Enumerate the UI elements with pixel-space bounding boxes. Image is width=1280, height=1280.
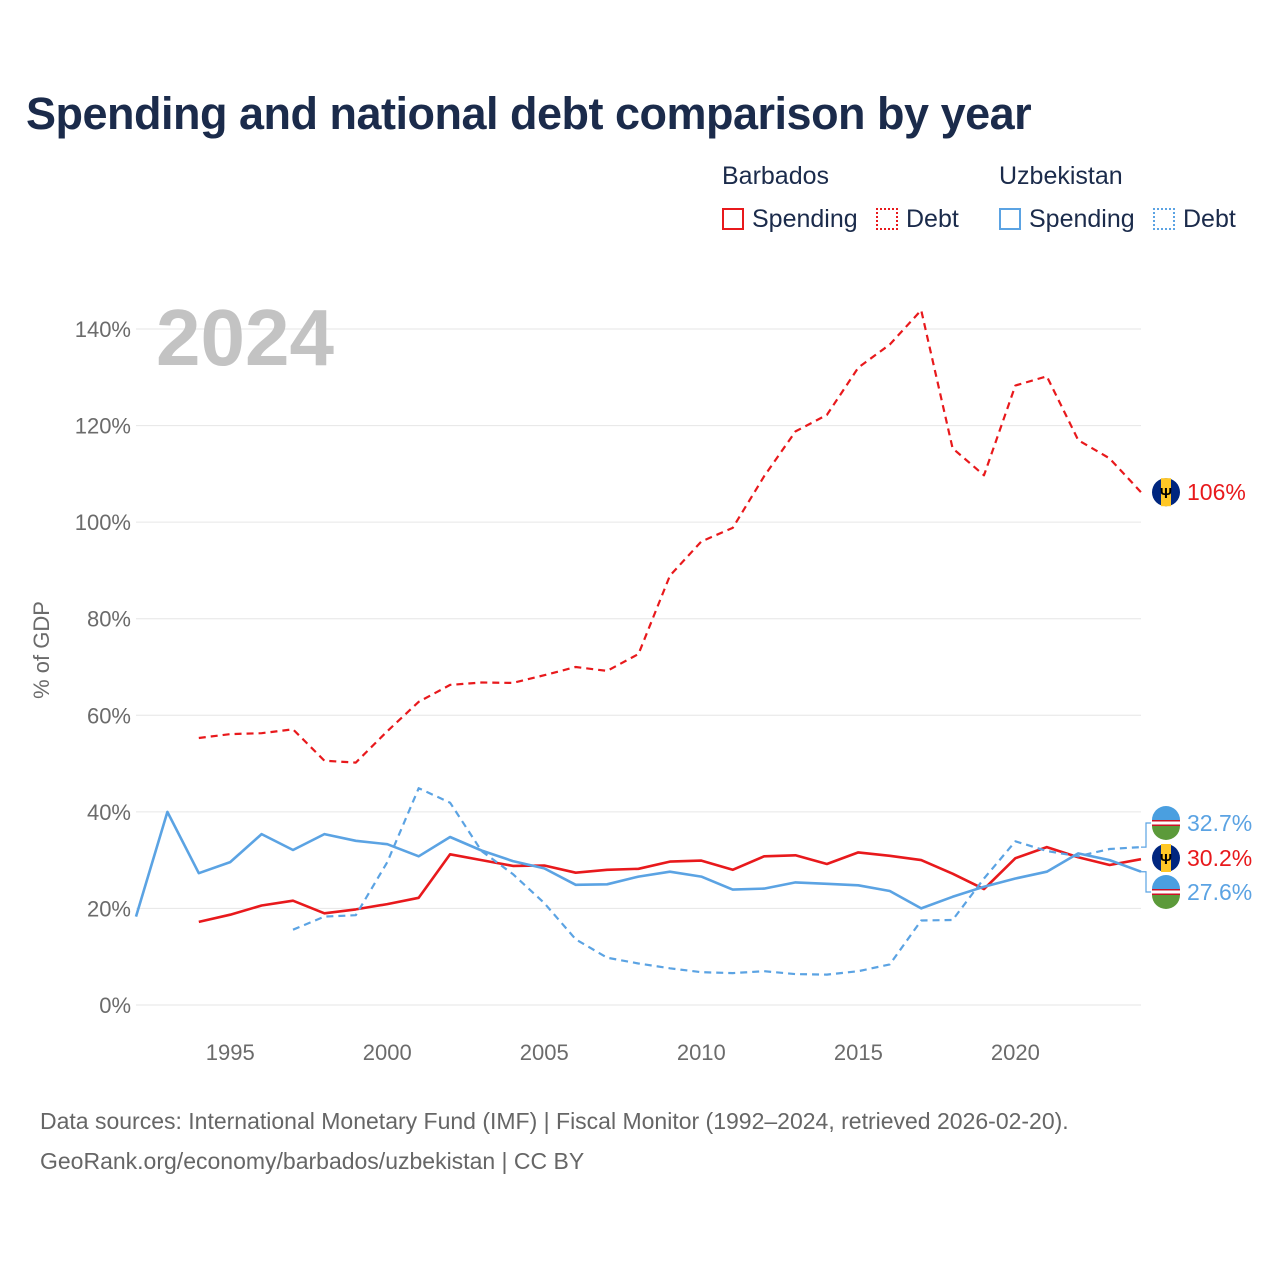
x-tick-label: 2010 [677, 1040, 726, 1065]
series-line[interactable] [198, 845, 1142, 924]
y-tick-label: 60% [87, 703, 131, 728]
solid-line-swatch-icon [722, 208, 744, 230]
dotted-line-swatch-icon [876, 208, 898, 230]
x-tick-label: 2015 [834, 1040, 883, 1065]
end-value-label: 32.7% [1187, 810, 1252, 836]
x-tick-label: 1995 [206, 1040, 255, 1065]
y-tick-label: 100% [75, 510, 131, 535]
svg-text:Ψ: Ψ [1160, 485, 1172, 502]
dotted-line-swatch-icon [1153, 208, 1175, 230]
legend-label: Spending [752, 205, 858, 233]
legend-item-barbados-spending[interactable]: Spending [722, 205, 858, 234]
footer-attribution: GeoRank.org/economy/barbados/uzbekistan … [40, 1148, 585, 1174]
end-value-label: 27.6% [1187, 879, 1252, 905]
y-tick-label: 20% [87, 896, 131, 921]
y-tick-label: 0% [99, 993, 131, 1018]
barbados-flag-icon: Ψ [1152, 844, 1180, 872]
barbados-flag-icon: Ψ [1152, 478, 1180, 507]
y-tick-label: 140% [75, 317, 131, 342]
series-line[interactable] [198, 309, 1142, 764]
series-line[interactable] [292, 787, 1142, 976]
legend-label: Spending [1029, 205, 1135, 233]
y-tick-label: 80% [87, 607, 131, 632]
legend-label: Debt [1183, 205, 1236, 233]
uzbekistan-flag-icon [1152, 875, 1180, 909]
year-watermark: 2024 [156, 293, 334, 382]
end-value-label: 106% [1187, 479, 1246, 505]
legend-group-uzbekistan: Uzbekistan [999, 162, 1123, 190]
legend-item-uzbekistan-debt[interactable]: Debt [1153, 205, 1236, 234]
svg-text:Ψ: Ψ [1160, 851, 1172, 868]
end-value-label: 30.2% [1187, 845, 1252, 871]
x-tick-label: 2000 [363, 1040, 412, 1065]
legend-group-barbados: Barbados [722, 162, 830, 190]
y-axis-label: % of GDP [29, 601, 54, 699]
legend-label: Debt [906, 205, 959, 233]
chart-title: Spending and national debt comparison by… [26, 88, 1032, 139]
legend-item-barbados-debt[interactable]: Debt [876, 205, 959, 234]
y-tick-label: 120% [75, 414, 131, 439]
series-line[interactable] [134, 810, 1142, 917]
x-tick-label: 2020 [991, 1040, 1040, 1065]
y-tick-label: 40% [87, 800, 131, 825]
footer-sources: Data sources: International Monetary Fun… [40, 1108, 1069, 1134]
legend-item-uzbekistan-spending[interactable]: Spending [999, 205, 1135, 234]
label-connector [1141, 871, 1151, 893]
x-tick-label: 2005 [520, 1040, 569, 1065]
label-connector [1141, 822, 1151, 848]
uzbekistan-flag-icon [1152, 806, 1180, 840]
solid-line-swatch-icon [999, 208, 1021, 230]
